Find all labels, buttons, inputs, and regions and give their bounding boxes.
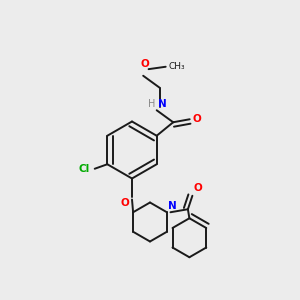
Text: Cl: Cl bbox=[78, 164, 89, 174]
Text: O: O bbox=[120, 198, 129, 208]
Text: N: N bbox=[158, 99, 167, 109]
Text: O: O bbox=[140, 59, 149, 69]
Text: O: O bbox=[193, 114, 201, 124]
Text: N: N bbox=[168, 201, 177, 211]
Text: CH₃: CH₃ bbox=[169, 62, 185, 71]
Text: O: O bbox=[194, 183, 203, 194]
Text: H: H bbox=[148, 99, 155, 109]
